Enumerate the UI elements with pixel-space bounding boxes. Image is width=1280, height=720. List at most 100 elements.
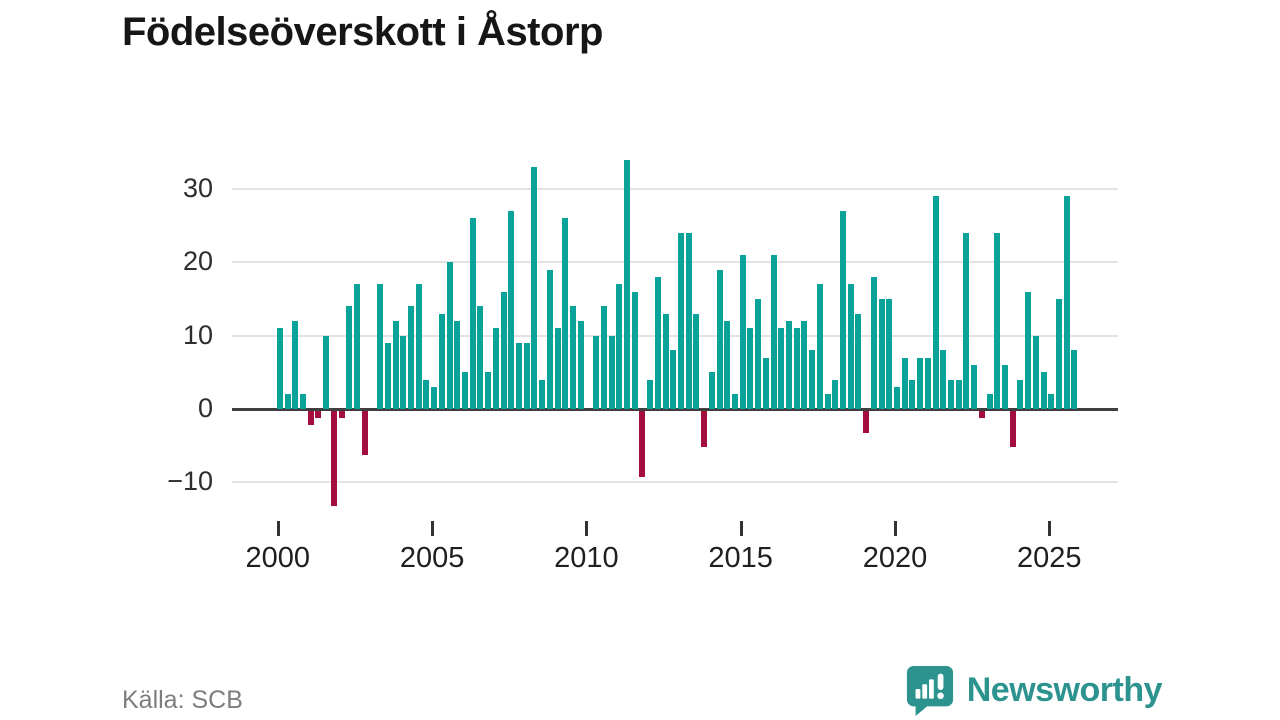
gridline xyxy=(232,334,1118,337)
bar-2014-Q1 xyxy=(708,372,715,409)
bar-2015-Q1 xyxy=(739,255,746,409)
bar-2009-Q3 xyxy=(570,306,576,409)
x-axis-tick xyxy=(431,521,435,536)
source-label: Källa: SCB xyxy=(122,686,243,714)
bar-2016-Q2 xyxy=(778,328,785,409)
bar-2020-Q1 xyxy=(894,387,900,409)
bar-2021-Q2 xyxy=(932,196,939,409)
bar-2004-Q1 xyxy=(400,335,407,409)
x-axis-year-label: 2010 xyxy=(554,542,619,574)
bar-2022-Q1 xyxy=(955,379,962,409)
bar-2022-Q2 xyxy=(963,233,970,409)
bar-2024-Q2 xyxy=(1025,291,1032,409)
bar-2003-Q3 xyxy=(384,343,391,409)
bar-2009-Q2 xyxy=(562,218,569,409)
bar-2012-Q3 xyxy=(662,313,669,409)
bar-2017-Q4 xyxy=(824,394,831,409)
bar-2025-Q4 xyxy=(1071,350,1078,409)
bar-2000-Q1 xyxy=(276,328,283,409)
axis-zero-line xyxy=(232,407,1118,411)
bar-2019-Q3 xyxy=(878,299,885,410)
bar-2001-Q4 xyxy=(330,410,337,506)
bar-2006-Q2 xyxy=(469,218,476,409)
bar-2019-Q1 xyxy=(863,410,870,433)
bar-2000-Q2 xyxy=(284,394,291,409)
bar-2018-Q3 xyxy=(847,284,854,409)
bar-2002-Q2 xyxy=(346,306,353,409)
bar-2018-Q4 xyxy=(855,313,862,409)
newsworthy-logo-text: Newsworthy xyxy=(966,670,1163,709)
bar-2017-Q2 xyxy=(809,350,816,409)
x-axis-year-label: 2020 xyxy=(862,542,928,574)
bar-2013-Q1 xyxy=(678,233,684,409)
bar-2008-Q4 xyxy=(546,269,553,409)
bar-2020-Q4 xyxy=(917,357,924,409)
bar-2008-Q3 xyxy=(539,379,546,409)
bar-2018-Q2 xyxy=(840,211,846,409)
bar-2002-Q4 xyxy=(361,410,368,455)
bar-2009-Q1 xyxy=(554,328,561,409)
bar-2007-Q2 xyxy=(500,291,507,409)
bar-2023-Q1 xyxy=(986,394,993,409)
bar-2024-Q4 xyxy=(1040,372,1047,409)
bar-2015-Q3 xyxy=(755,299,762,410)
bar-2021-Q4 xyxy=(948,379,954,409)
bar-2025-Q3 xyxy=(1063,196,1070,409)
page-title: Födelseöverskott i Åstorp xyxy=(122,10,603,54)
bar-2012-Q1 xyxy=(647,379,654,409)
bar-2004-Q2 xyxy=(408,306,414,409)
bar-2009-Q4 xyxy=(577,321,584,409)
bar-2023-Q2 xyxy=(994,233,1001,409)
gridline xyxy=(232,481,1118,484)
bar-2023-Q4 xyxy=(1009,410,1016,448)
x-axis-year-label: 2005 xyxy=(399,542,465,574)
bar-2001-Q2 xyxy=(315,410,322,418)
x-axis-tick xyxy=(585,521,589,536)
bar-2007-Q3 xyxy=(508,211,515,409)
bar-2011-Q2 xyxy=(624,159,630,409)
bar-2016-Q1 xyxy=(770,255,777,409)
bar-2019-Q2 xyxy=(870,277,877,409)
bar-2023-Q3 xyxy=(1002,365,1008,409)
bar-2003-Q2 xyxy=(377,284,384,409)
y-axis-tick-label: 0 xyxy=(197,393,213,423)
bar-2002-Q3 xyxy=(354,284,360,409)
x-axis-year-label: 2000 xyxy=(245,542,311,574)
x-axis-tick xyxy=(739,521,743,536)
bar-2015-Q2 xyxy=(747,328,754,409)
bar-2020-Q2 xyxy=(901,357,908,409)
newsworthy-logo: Newsworthy xyxy=(905,664,1163,716)
bar-2019-Q4 xyxy=(886,299,893,410)
bar-2010-Q2 xyxy=(593,335,600,409)
bar-2011-Q3 xyxy=(631,291,638,409)
bar-2007-Q1 xyxy=(492,328,499,409)
bar-2006-Q3 xyxy=(477,306,484,409)
bar-2013-Q2 xyxy=(685,233,692,409)
bar-2012-Q2 xyxy=(654,277,661,409)
bar-2024-Q1 xyxy=(1017,379,1024,409)
bar-2005-Q2 xyxy=(438,313,445,409)
bar-2025-Q2 xyxy=(1056,299,1062,410)
newsworthy-logo-icon xyxy=(905,664,955,716)
bar-2004-Q4 xyxy=(423,379,430,409)
bar-2014-Q4 xyxy=(732,394,738,409)
bar-2001-Q1 xyxy=(307,410,314,426)
bar-2003-Q4 xyxy=(392,321,399,409)
bar-2011-Q1 xyxy=(616,284,623,409)
bar-2025-Q1 xyxy=(1048,394,1055,409)
bar-2010-Q3 xyxy=(600,306,607,409)
bar-2000-Q4 xyxy=(299,394,306,409)
bar-2015-Q4 xyxy=(762,357,769,409)
bar-2014-Q2 xyxy=(716,269,723,409)
y-axis-tick-label: 10 xyxy=(182,319,213,350)
x-axis-tick xyxy=(894,521,897,536)
bar-2016-Q3 xyxy=(786,321,792,409)
bar-2011-Q4 xyxy=(639,410,646,477)
x-axis-year-label: 2015 xyxy=(708,542,773,574)
bar-2016-Q4 xyxy=(793,328,800,409)
bar-2021-Q1 xyxy=(924,357,931,409)
bar-2006-Q1 xyxy=(462,372,468,409)
x-axis-year-label: 2025 xyxy=(1017,542,1082,574)
bar-2013-Q4 xyxy=(701,410,708,448)
